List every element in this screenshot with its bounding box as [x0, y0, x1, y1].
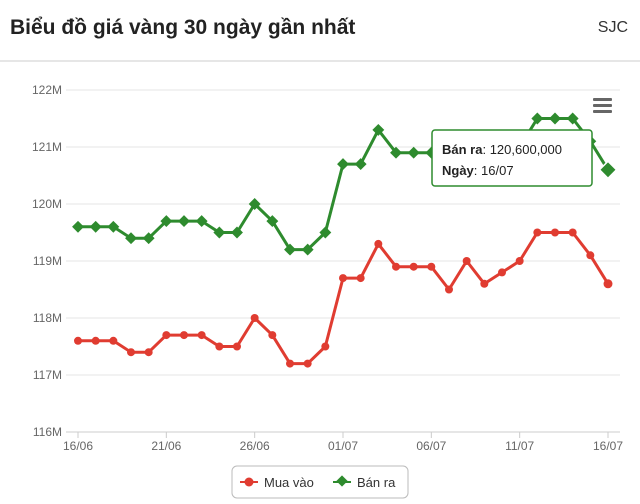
legend-marker-ban-ra: [336, 475, 348, 487]
y-tick-label: 119M: [33, 254, 62, 268]
data-point[interactable]: [178, 215, 190, 228]
data-point[interactable]: [109, 336, 118, 345]
data-point[interactable]: [72, 220, 84, 233]
data-point[interactable]: [268, 331, 277, 340]
data-point[interactable]: [197, 331, 206, 340]
header-divider: [0, 60, 640, 62]
y-tick-label: 117M: [33, 368, 62, 382]
x-tick-label: 16/06: [63, 439, 93, 453]
data-point[interactable]: [250, 314, 259, 322]
data-point[interactable]: [91, 336, 100, 345]
legend-marker-mua-vao: [244, 477, 254, 487]
tooltip-date-label: Ngày: [442, 163, 475, 178]
x-tick-label: 21/06: [151, 439, 181, 453]
data-point[interactable]: [144, 348, 153, 357]
data-point[interactable]: [213, 226, 226, 239]
data-point[interactable]: [603, 279, 613, 289]
source-label: SJC: [597, 19, 628, 36]
data-point[interactable]: [162, 331, 171, 340]
y-tick-label: 118M: [33, 311, 62, 325]
tooltip-sell-label: Bán ra: [442, 142, 483, 157]
data-point[interactable]: [339, 274, 347, 283]
y-tick-label: 122M: [32, 83, 62, 97]
x-axis: 16/06 21/06 26/06 01/07 06/07 11/07 16/07: [63, 432, 623, 453]
data-point[interactable]: [89, 220, 102, 233]
data-point[interactable]: [374, 239, 383, 248]
data-point[interactable]: [303, 359, 312, 368]
data-point[interactable]: [498, 268, 506, 277]
data-point[interactable]: [286, 359, 294, 368]
data-point[interactable]: [586, 251, 595, 260]
data-point[interactable]: [233, 342, 241, 351]
legend-label-ban-ra: Bán ra: [357, 475, 396, 490]
data-point[interactable]: [533, 228, 542, 237]
data-point[interactable]: [321, 342, 330, 351]
tooltip-line-2: Ngày: 16/07: [442, 163, 514, 178]
y-tick-label: 116M: [33, 425, 62, 439]
data-point[interactable]: [231, 226, 243, 239]
series-mua-vao: [74, 228, 613, 368]
y-axis: 116M 117M 118M 119M 120M 121M 122M: [32, 83, 62, 439]
data-point[interactable]: [445, 285, 453, 294]
x-tick-label: 06/07: [416, 439, 446, 453]
tooltip-sell-value: 120,600,000: [490, 142, 562, 157]
y-tick-label: 121M: [32, 140, 62, 154]
legend-item-ban-ra[interactable]: Bán ra: [333, 475, 396, 490]
data-point[interactable]: [127, 348, 135, 357]
x-tick-label: 11/07: [505, 439, 534, 453]
data-point[interactable]: [462, 257, 471, 265]
data-point[interactable]: [568, 228, 577, 237]
x-tick-label: 16/07: [593, 439, 623, 453]
series-line: [78, 231, 610, 366]
hamburger-menu-icon[interactable]: [590, 95, 614, 117]
data-point[interactable]: [215, 342, 224, 351]
chart-legend: Mua vào Bán ra: [231, 465, 409, 499]
data-point[interactable]: [337, 158, 349, 171]
data-point[interactable]: [480, 279, 489, 288]
tooltip-date-value: 16/07: [481, 163, 514, 178]
y-tick-label: 120M: [32, 197, 62, 211]
tooltip-box: [431, 129, 593, 187]
tooltip: Bán ra: 120,600,000 Ngày: 16/07: [431, 129, 593, 187]
data-point[interactable]: [515, 257, 524, 265]
chart-header: Biểu đồ giá vàng 30 ngày gần nhất SJC: [0, 0, 640, 62]
data-point[interactable]: [392, 262, 400, 271]
data-point[interactable]: [354, 158, 367, 171]
data-point[interactable]: [409, 262, 418, 271]
data-point[interactable]: [125, 232, 137, 245]
data-point[interactable]: [598, 160, 618, 180]
data-point[interactable]: [551, 228, 559, 237]
legend-label-mua-vao: Mua vào: [264, 475, 314, 490]
data-point[interactable]: [356, 274, 365, 283]
x-tick-label: 01/07: [328, 439, 358, 453]
data-point[interactable]: [180, 331, 188, 340]
legend-item-mua-vao[interactable]: Mua vào: [240, 475, 314, 490]
data-point[interactable]: [407, 146, 420, 159]
data-point[interactable]: [549, 112, 561, 125]
chart-title: Biểu đồ giá vàng 30 ngày gần nhất: [10, 16, 356, 39]
tooltip-line-1: Bán ra: 120,600,000: [442, 142, 562, 157]
data-point[interactable]: [427, 262, 436, 271]
x-tick-label: 26/06: [240, 439, 270, 453]
legend-box: [231, 465, 409, 499]
data-point[interactable]: [74, 336, 82, 345]
